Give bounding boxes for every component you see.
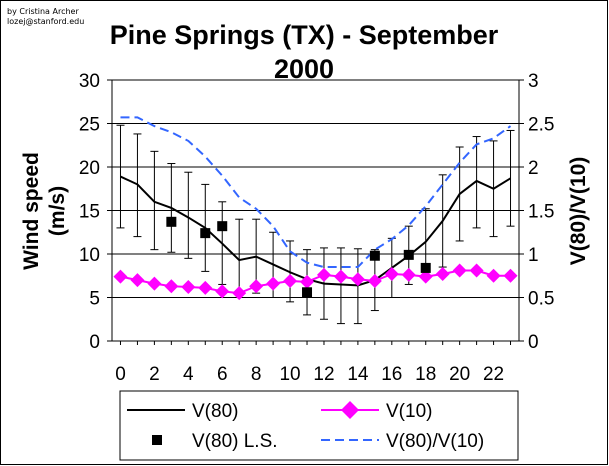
y2-tick-label-0.5: 0.5 (528, 289, 554, 310)
v10-point-6 (215, 284, 230, 299)
v10-point-10 (283, 273, 298, 288)
x-tick-label-0: 0 (115, 364, 126, 385)
legend-swatch-v10-diamond (341, 401, 359, 419)
y2-tick-label-3: 3 (528, 71, 539, 92)
y-tick-label-10: 10 (79, 245, 100, 266)
x-tick-label-14: 14 (347, 364, 369, 385)
legend-box (119, 390, 519, 461)
y2-tick-label-1.5: 1.5 (528, 202, 554, 223)
v10-point-2 (147, 276, 162, 291)
v10-point-3 (164, 279, 179, 294)
y-tick-label-20: 20 (79, 158, 100, 179)
v10-point-12 (316, 267, 331, 282)
y-axis-label-line1: Wind speed (20, 152, 43, 270)
v10-point-11 (300, 274, 315, 289)
v10-point-13 (333, 269, 348, 284)
x-tick-label-4: 4 (183, 364, 194, 385)
credit-author: by Cristina Archer (7, 7, 79, 16)
v10-point-5 (198, 280, 213, 295)
plot-border (111, 79, 520, 342)
axes (107, 79, 524, 345)
v80-ls-point-17 (403, 249, 414, 260)
v10-point-9 (266, 276, 281, 291)
y-tick-label-15: 15 (79, 202, 100, 223)
v10-point-7 (232, 286, 247, 301)
x-tick-label-6: 6 (217, 364, 228, 385)
v10-point-21 (469, 263, 484, 278)
x-tick-label-16: 16 (381, 364, 402, 385)
y2-tick-label-2: 2 (528, 158, 539, 179)
y-axis-label-line2: (m/s) (46, 186, 69, 236)
legend-label-v80-ls: V(80) L.S. (192, 431, 278, 452)
v10-point-17 (401, 267, 416, 282)
x-tick-label-20: 20 (449, 364, 470, 385)
v10-point-8 (249, 279, 264, 294)
plot-area (113, 116, 518, 325)
v10-point-22 (486, 268, 501, 283)
x-tick-label-2: 2 (149, 364, 160, 385)
v10-point-19 (435, 267, 450, 282)
legend-swatch-v80-ls (152, 435, 162, 445)
legend-label-ratio: V(80)/V(10) (386, 431, 484, 452)
credit-email: lozej@stanford.edu (7, 17, 84, 26)
legend: V(80) V(10) V(80) L.S. V(80)/V(10) (119, 390, 519, 461)
v80-ls-point-18 (420, 262, 431, 273)
v10-point-4 (181, 280, 196, 295)
x-tick-label-18: 18 (415, 364, 436, 385)
v10-point-16 (384, 267, 399, 282)
v10-point-1 (130, 273, 145, 288)
x-tick-label-10: 10 (279, 364, 300, 385)
x-tick-label-8: 8 (251, 364, 262, 385)
v80-ls-point-5 (200, 228, 211, 239)
y2-tick-label-2.5: 2.5 (528, 115, 554, 136)
legend-label-v10: V(10) (386, 401, 432, 422)
v10-point-14 (350, 272, 365, 287)
y-tick-label-5: 5 (89, 289, 100, 310)
v10-point-23 (503, 268, 518, 283)
y2-tick-label-0: 0 (528, 332, 539, 353)
v10-point-20 (452, 263, 467, 278)
v10-point-0 (113, 269, 128, 284)
v80-ls-point-6 (217, 221, 228, 232)
y-tick-label-25: 25 (79, 115, 100, 136)
v80-ls-point-15 (369, 250, 380, 261)
x-tick-label-22: 22 (483, 364, 504, 385)
v80-ls-point-11 (302, 287, 313, 298)
chart-title-line2: 2000 (274, 54, 334, 84)
x-tick-label-12: 12 (313, 364, 334, 385)
v10-point-15 (367, 273, 382, 288)
y-tick-label-30: 30 (79, 71, 100, 92)
y-tick-label-0: 0 (89, 332, 100, 353)
series-line-ratio (120, 116, 512, 269)
y2-axis-label: V(80)/V(10) (567, 157, 590, 266)
legend-label-v80: V(80) (192, 401, 238, 422)
chart-title-line1: Pine Springs (TX) - September (110, 20, 499, 50)
series-line-v80 (120, 175, 512, 287)
v80-ls-point-3 (166, 216, 177, 227)
v10-point-18 (418, 269, 433, 284)
y2-tick-label-1: 1 (528, 245, 539, 266)
